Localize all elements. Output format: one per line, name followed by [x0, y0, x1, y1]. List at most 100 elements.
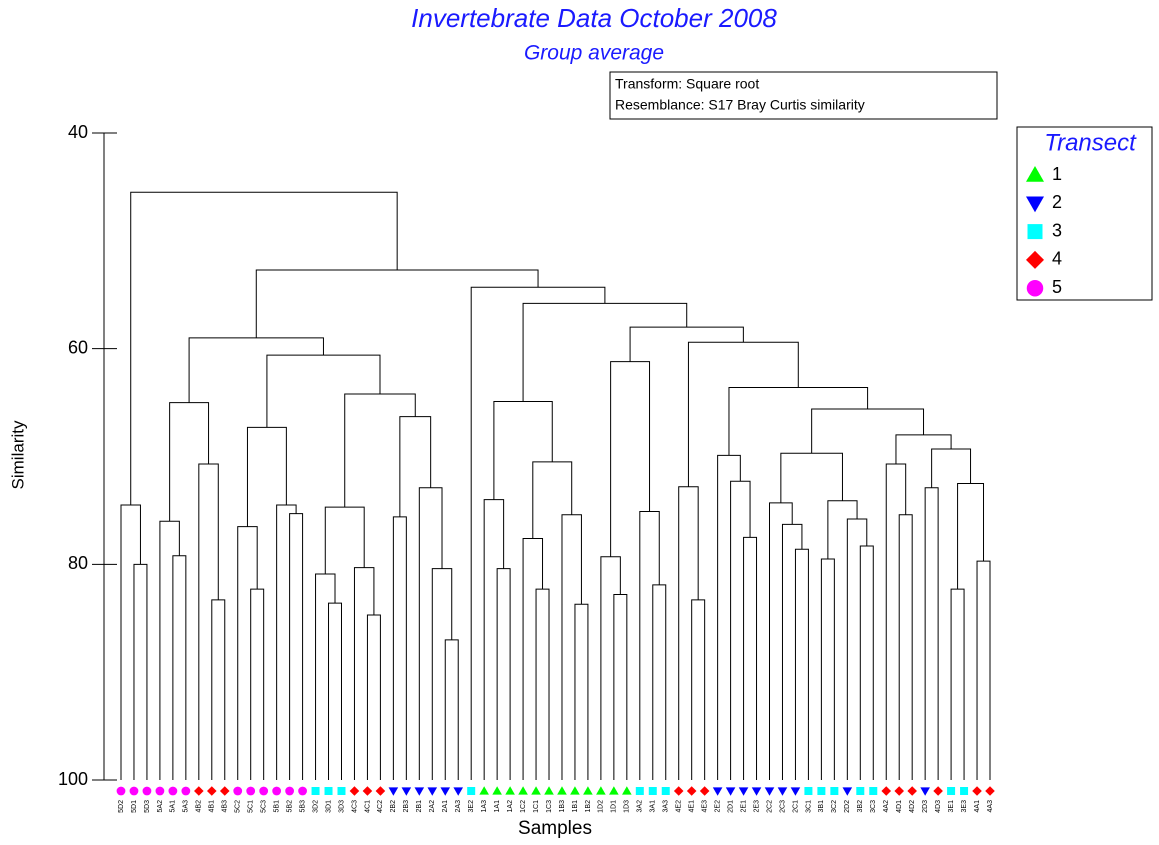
leaf-marker [570, 786, 580, 795]
leaf-label: 4C2 [377, 800, 384, 813]
leaf-marker [686, 786, 697, 796]
cluster-link [211, 599, 226, 780]
leaf-label: 1C2 [520, 800, 527, 813]
cluster-link [931, 448, 972, 488]
leaf-label: 5D2 [118, 800, 125, 813]
leaf-label: 4E2 [676, 800, 683, 813]
leaf-label: 1C1 [533, 800, 540, 813]
leaf-marker [518, 786, 528, 795]
leaf-marker [142, 786, 152, 796]
leaf-marker [699, 786, 710, 796]
leaf-label: 5A3 [183, 800, 190, 813]
cluster-link [574, 603, 589, 780]
y-tick-label: 80 [68, 553, 88, 573]
legend-marker [1027, 224, 1043, 240]
cluster-link [957, 482, 985, 590]
legend-label: 2 [1052, 192, 1062, 212]
leaf-label: 1A3 [481, 800, 488, 813]
leaf-marker [388, 787, 399, 796]
cluster-link [188, 337, 324, 403]
leaf-marker [764, 787, 775, 796]
leaf-label: 2C3 [779, 800, 786, 813]
leaf-label: 2D1 [727, 800, 734, 813]
cluster-link [730, 480, 751, 780]
leaf-label: 4E3 [702, 800, 709, 813]
leaf-label: 1C3 [546, 800, 553, 813]
leaf-marker [259, 786, 269, 796]
legend-marker [1026, 196, 1044, 213]
leaf-label: 2B1 [416, 800, 423, 813]
cluster-link [678, 486, 699, 780]
leaf-marker [661, 787, 670, 795]
leaf-label: 2E2 [714, 800, 721, 813]
leaf-label: 5D1 [131, 800, 138, 813]
legend-title: Transect [1044, 129, 1137, 156]
leaf-label: 3A1 [650, 800, 657, 813]
leaf-marker [375, 786, 386, 796]
leaf-marker [155, 786, 165, 796]
y-tick-label: 60 [68, 337, 88, 357]
leaf-marker [233, 786, 243, 796]
leaf-label: 3B2 [857, 800, 864, 813]
leaf-label: 2A1 [442, 800, 449, 813]
leaf-label: 4C3 [351, 800, 358, 813]
leaf-marker [583, 786, 593, 795]
leaf-label: 4B3 [222, 800, 229, 813]
leaf-marker [427, 787, 438, 796]
cluster-link [691, 599, 706, 780]
cluster-link [159, 520, 180, 780]
leaf-marker [985, 786, 995, 796]
cluster-link [172, 555, 187, 780]
cluster-link [120, 504, 141, 780]
cluster-link [353, 567, 375, 780]
leaf-marker [842, 787, 853, 796]
cluster-link [324, 506, 365, 575]
leaf-marker [116, 786, 126, 796]
leaf-label: 3D3 [338, 800, 345, 813]
cluster-link [133, 563, 148, 780]
cluster-link [687, 341, 799, 487]
cluster-link [924, 487, 939, 780]
leaf-label: 3D2 [312, 800, 319, 813]
cluster-link [344, 393, 416, 508]
leaf-marker [479, 786, 489, 795]
cluster-link [522, 302, 688, 402]
cluster-link [898, 514, 913, 780]
cluster-link [950, 588, 965, 780]
leaf-label: 2E3 [753, 800, 760, 813]
cluster-link [613, 594, 628, 780]
leaf-label: 1B3 [559, 800, 566, 813]
leaf-label: 1B1 [572, 800, 579, 813]
leaf-label: 4A2 [883, 800, 890, 813]
leaf-marker [181, 786, 191, 796]
leaf-label: 4E1 [689, 800, 696, 813]
legend-label: 3 [1052, 220, 1062, 240]
cluster-link [743, 536, 758, 780]
cluster-link [846, 518, 868, 780]
cluster-link [561, 514, 582, 780]
cluster-link [885, 463, 907, 780]
cluster-link [276, 504, 297, 780]
cluster-link [769, 502, 793, 780]
leaf-marker [830, 787, 839, 795]
cluster-link [328, 602, 342, 780]
leaf-label: 2D3 [922, 800, 929, 813]
y-tick-label: 100 [58, 769, 88, 789]
leaf-label: 5C2 [235, 800, 242, 813]
leaf-label: 5C3 [261, 800, 268, 813]
cluster-link [169, 402, 210, 522]
leaf-marker [531, 786, 541, 795]
legend-marker [1026, 279, 1044, 297]
cluster-link [266, 354, 381, 428]
leaf-marker [298, 786, 307, 796]
leaf-marker [440, 787, 451, 796]
leaf-label: 1D1 [611, 800, 618, 813]
leaf-label: 3C2 [831, 800, 838, 813]
leaf-label: 4C1 [364, 800, 371, 813]
cluster-link [717, 454, 741, 780]
leaf-marker [972, 786, 982, 796]
chart-subtitle: Group average [524, 42, 664, 65]
leaf-marker [622, 786, 632, 795]
cluster-link [493, 401, 553, 500]
leaf-label: 3E1 [948, 800, 955, 813]
